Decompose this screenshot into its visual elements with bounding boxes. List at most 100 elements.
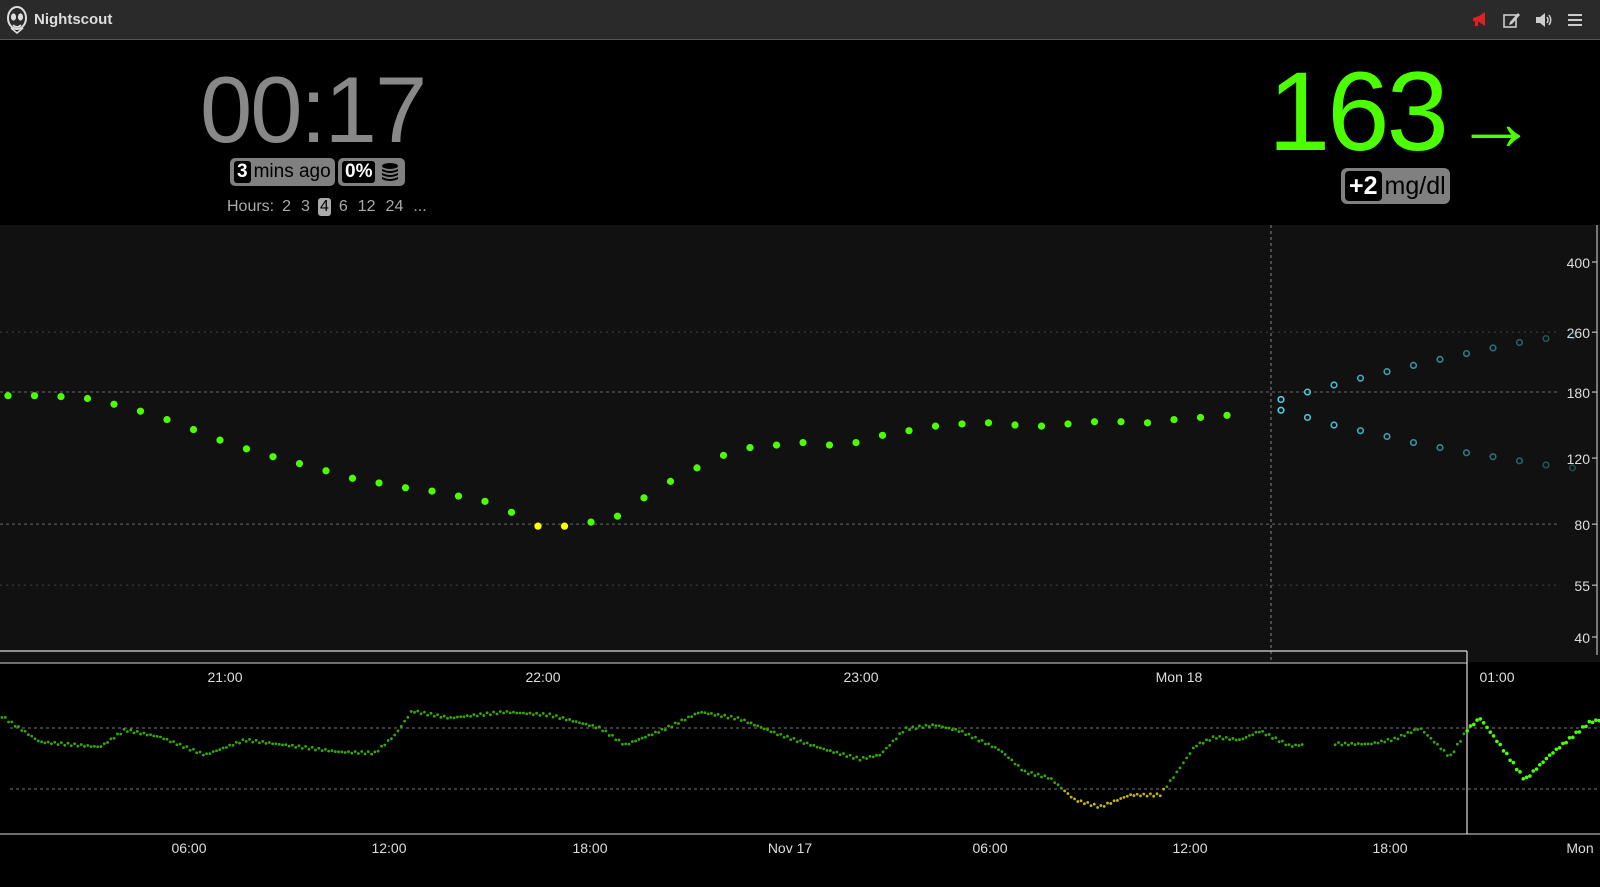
focus-point [1590, 720, 1595, 725]
focus-point [1013, 762, 1017, 766]
focus-point [129, 728, 133, 732]
focus-point [399, 724, 403, 728]
glucose-chart[interactable]: 400 260 180 120 80 55 40 21:00 22:00 23:00 Mon 18 0… [0, 225, 1600, 887]
focus-point [370, 752, 373, 756]
focus-point [1396, 737, 1400, 741]
focus-point [941, 725, 944, 729]
forecast-point-upper [1542, 334, 1550, 343]
focus-point [479, 712, 482, 716]
focus-point [832, 751, 835, 755]
focus-point [258, 741, 261, 745]
focus-point [1521, 776, 1526, 781]
hours-option-3[interactable]: 3 [301, 198, 310, 215]
focus-point [185, 745, 189, 748]
focus-point [1449, 753, 1453, 757]
focus-point [894, 737, 898, 741]
hours-option-4[interactable]: 4 [317, 198, 331, 216]
focus-point [1198, 741, 1202, 745]
hours-option-12[interactable]: 12 [357, 198, 376, 215]
focus-point [716, 712, 720, 716]
focus-point [558, 717, 562, 720]
focus-point [1495, 739, 1499, 744]
glucose-point [1117, 418, 1125, 426]
focus-point [647, 733, 651, 737]
focus-point [324, 747, 327, 751]
app-header: Nightscout [0, 0, 1600, 40]
focus-point [680, 718, 684, 722]
hours-option-24[interactable]: 24 [385, 198, 404, 215]
focus-point [1050, 777, 1053, 780]
forecast-point-lower [1330, 421, 1338, 429]
focus-point [261, 739, 265, 743]
focus-point [762, 727, 766, 731]
hours-option-more[interactable]: ... [413, 198, 427, 215]
focus-point [1083, 802, 1086, 806]
alarm-icon[interactable] [1470, 10, 1490, 30]
focus-point [287, 744, 291, 748]
hours-option-2[interactable]: 2 [282, 198, 292, 215]
focus-point [267, 741, 271, 744]
focus-point [901, 730, 905, 734]
focus-point [1264, 733, 1268, 737]
focus-point [957, 730, 961, 734]
focus-point [182, 746, 185, 749]
focus-point [46, 740, 50, 744]
focus-point [1356, 742, 1360, 745]
focus-point [452, 716, 456, 720]
forecast-point-upper [1489, 344, 1497, 352]
focus-point [1244, 735, 1248, 739]
database-icon [382, 163, 399, 181]
focus-point [924, 723, 928, 727]
focus-point [568, 718, 571, 721]
forecast-point-upper [1303, 388, 1312, 396]
forecast-point-lower [1489, 453, 1497, 461]
focus-point [23, 729, 27, 733]
focus-point [244, 739, 248, 743]
focus-point [1079, 799, 1083, 803]
hours-option-6[interactable]: 6 [338, 198, 348, 215]
focus-point [535, 711, 538, 715]
focus-point [769, 730, 773, 734]
volume-icon[interactable] [1534, 10, 1554, 30]
focus-point [132, 731, 136, 735]
focus-point [713, 713, 717, 717]
focus-point [700, 710, 703, 714]
trend-arrow: → [1455, 77, 1537, 168]
edit-icon[interactable] [1502, 10, 1522, 30]
forecast-point-upper [1383, 368, 1391, 376]
minutes-ago-value: 3 [234, 161, 251, 183]
focus-point [673, 721, 677, 725]
focus-point [109, 737, 113, 741]
focus-point [670, 725, 674, 729]
focus-point [449, 715, 453, 719]
focus-point [1554, 747, 1559, 752]
focus-point [20, 729, 24, 732]
focus-point [789, 738, 793, 742]
menu-icon[interactable] [1566, 10, 1586, 30]
focus-point [274, 742, 278, 746]
focus-point [960, 729, 964, 733]
focus-point [1478, 717, 1483, 721]
focus-point [13, 724, 17, 728]
forecast-point-upper [1568, 332, 1577, 340]
focus-point [1116, 799, 1119, 802]
forecast-point-upper [1409, 361, 1418, 369]
focus-point [954, 727, 958, 731]
focus-point [439, 715, 443, 719]
focus-point [528, 711, 532, 715]
focus-point [805, 741, 809, 745]
focus-point [660, 727, 664, 731]
battery-value: 0% [342, 161, 376, 183]
focus-point [650, 733, 654, 737]
focus-point [43, 741, 47, 745]
forecast-point-upper [1330, 381, 1338, 389]
focus-point [584, 722, 588, 726]
focus-point [383, 743, 387, 747]
focus-point [1337, 741, 1340, 744]
focus-point [977, 739, 981, 743]
focus-point [1261, 729, 1264, 733]
last-reading-badge: 3 mins ago [230, 158, 335, 186]
glucose-point [984, 419, 993, 427]
focus-point [739, 719, 743, 722]
focus-point [693, 712, 697, 716]
